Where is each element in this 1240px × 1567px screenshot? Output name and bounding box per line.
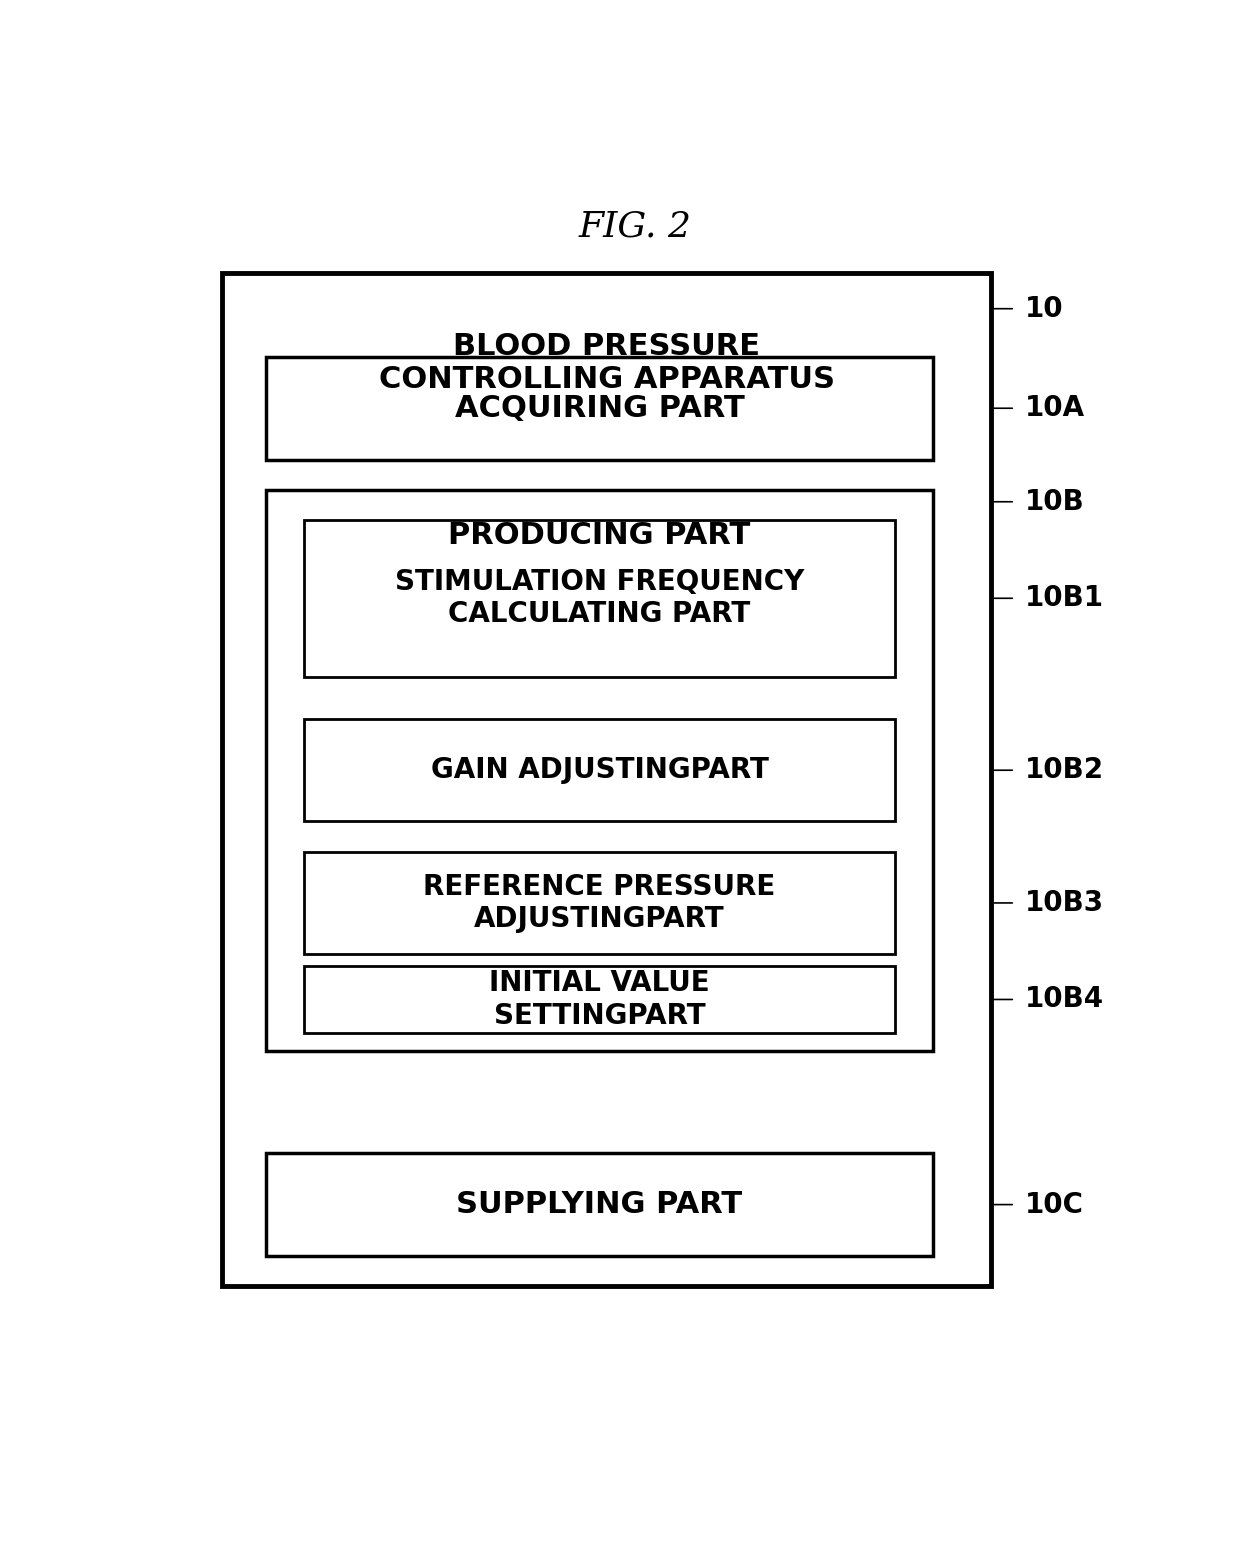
Text: 10B4: 10B4 [1024,986,1104,1014]
Bar [304,967,895,1033]
Text: 10B2: 10B2 [1024,757,1104,784]
Text: 10B1: 10B1 [1024,584,1104,613]
Bar [304,719,895,821]
Text: GAIN ADJUSTINGPART: GAIN ADJUSTINGPART [430,757,769,784]
Text: 10C: 10C [1024,1191,1084,1219]
Text: PRODUCING PART: PRODUCING PART [449,522,750,550]
Text: BLOOD PRESSURE
CONTROLLING APPARATUS: BLOOD PRESSURE CONTROLLING APPARATUS [378,332,835,395]
Text: STIMULATION FREQUENCY
CALCULATING PART: STIMULATION FREQUENCY CALCULATING PART [394,569,805,628]
Text: FIG. 2: FIG. 2 [579,210,692,243]
Text: 10A: 10A [1024,395,1085,422]
Bar [265,357,934,459]
Text: 10B: 10B [1024,487,1085,516]
Text: REFERENCE PRESSURE
ADJUSTINGPART: REFERENCE PRESSURE ADJUSTINGPART [423,873,775,932]
Bar [304,851,895,954]
Bar [265,489,934,1051]
Bar [222,273,991,1287]
Text: 10: 10 [1024,295,1064,323]
Bar [304,520,895,677]
Bar [265,1153,934,1255]
Text: 10B3: 10B3 [1024,888,1104,917]
Text: ACQUIRING PART: ACQUIRING PART [455,393,744,423]
Text: INITIAL VALUE
SETTINGPART: INITIAL VALUE SETTINGPART [489,970,709,1030]
Text: SUPPLYING PART: SUPPLYING PART [456,1189,743,1219]
